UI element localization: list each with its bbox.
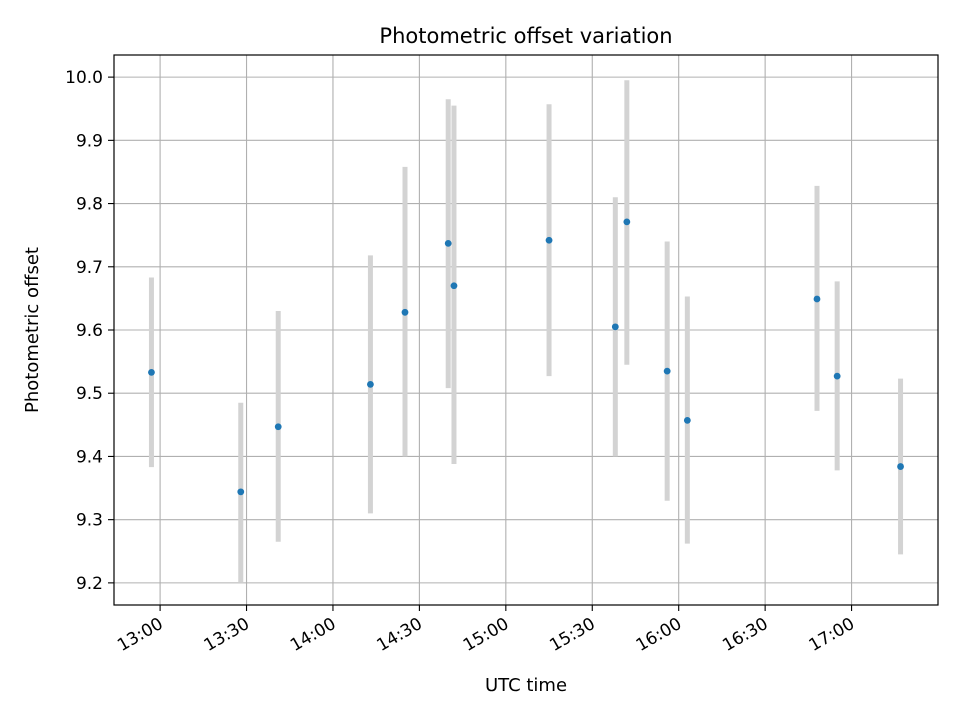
- y-axis: 9.2 9.3 9.4 9.5 9.6 9.7 9.8 9.9 10.0: [65, 68, 114, 594]
- data-point: [148, 368, 155, 376]
- y-tick-label: 9.6: [76, 321, 103, 341]
- data-point: [813, 295, 821, 303]
- y-tick-label: 9.8: [76, 195, 103, 215]
- grid: [114, 55, 938, 605]
- y-tick-label: 9.2: [76, 574, 103, 594]
- y-tick-label: 9.4: [76, 447, 103, 467]
- y-tick-label: 9.9: [76, 131, 103, 151]
- y-axis-title: Photometric offset: [22, 247, 43, 413]
- data-point: [663, 367, 671, 375]
- data-point: [833, 372, 841, 380]
- y-tick-label: 9.5: [76, 384, 103, 404]
- data-point: [444, 239, 452, 247]
- data-points: [148, 218, 904, 496]
- data-point: [274, 423, 282, 431]
- data-point: [897, 463, 904, 470]
- data-point: [611, 323, 619, 331]
- data-point: [367, 380, 374, 388]
- data-point: [450, 282, 458, 290]
- data-point: [401, 308, 409, 316]
- y-tick-label: 10.0: [65, 68, 103, 88]
- x-axis-title: UTC time: [485, 675, 567, 696]
- data-point: [237, 488, 245, 496]
- data-point: [683, 417, 691, 424]
- data-point: [623, 218, 631, 226]
- y-tick-label: 9.7: [76, 258, 103, 278]
- chart-title: Photometric offset variation: [379, 24, 672, 48]
- y-tick-label: 9.3: [76, 511, 103, 531]
- data-point: [545, 236, 553, 244]
